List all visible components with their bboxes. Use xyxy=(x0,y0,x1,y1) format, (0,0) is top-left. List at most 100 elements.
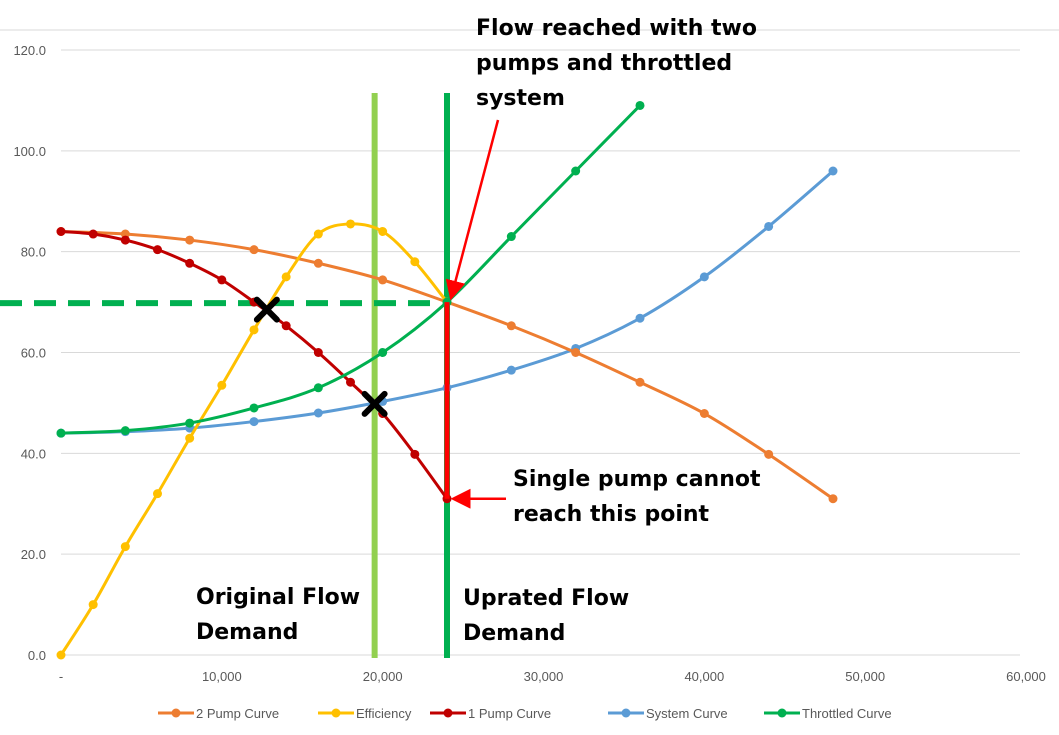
series-throttled-curve xyxy=(56,100,645,438)
data-point xyxy=(185,418,195,428)
data-point xyxy=(153,489,162,499)
data-point xyxy=(249,403,259,413)
data-point xyxy=(313,258,323,268)
legend-swatch-marker xyxy=(331,708,341,718)
annotation-original-flow: Original Flow Demand xyxy=(196,585,360,645)
arrow-flow-reached xyxy=(445,119,500,301)
data-point xyxy=(699,272,709,282)
series-efficiency xyxy=(56,219,452,660)
legend-item-1-pump-curve: 1 Pump Curve xyxy=(430,706,551,721)
x-tick-label: 30,000 xyxy=(524,669,564,684)
data-point xyxy=(120,542,130,552)
legend-swatch-marker xyxy=(443,708,453,718)
data-point xyxy=(635,100,645,110)
y-tick-label: 60.0 xyxy=(21,346,46,361)
legend-label: Efficiency xyxy=(356,706,412,721)
data-point xyxy=(764,221,774,231)
x-tick-label: 50,000 xyxy=(845,669,885,684)
data-point xyxy=(635,377,645,387)
data-point xyxy=(249,417,259,427)
legend-item-2-pump-curve: 2 Pump Curve xyxy=(158,706,279,721)
x-tick-label: 60,000 xyxy=(1006,669,1046,684)
data-point xyxy=(571,348,581,357)
annotation-flow-reached-line-2: pumps and throttled xyxy=(476,51,732,76)
x-tick-label: 10,000 xyxy=(202,669,242,684)
data-point xyxy=(828,494,838,504)
legend-item-system-curve: System Curve xyxy=(608,706,728,721)
annotation-flow-reached: Flow reached with two pumps and throttle… xyxy=(476,16,757,111)
data-point xyxy=(506,232,516,242)
x-axis-tick-labels: - 10,000 20,000 30,000 40,000 50,000 60,000 xyxy=(59,669,1046,684)
series-line xyxy=(60,230,449,500)
y-tick-label: 40.0 xyxy=(21,446,46,461)
data-point xyxy=(120,235,130,245)
data-point xyxy=(281,321,291,331)
data-point xyxy=(56,227,66,236)
x-tick-label: 40,000 xyxy=(684,669,724,684)
data-point xyxy=(88,600,98,610)
y-tick-label: 120.0 xyxy=(13,43,46,58)
series-line xyxy=(60,104,642,435)
data-point xyxy=(56,650,66,660)
annotation-uprated-flow-line-1: Uprated Flow xyxy=(463,586,629,611)
y-tick-label: 20.0 xyxy=(21,547,46,562)
grid-lines xyxy=(61,49,1020,656)
data-point xyxy=(378,275,388,285)
x-tick-label: 20,000 xyxy=(363,669,403,684)
data-point xyxy=(185,433,195,443)
legend-label: Throttled Curve xyxy=(802,706,892,721)
data-point xyxy=(217,275,227,285)
y-tick-label: 0.0 xyxy=(28,648,46,663)
data-point xyxy=(571,166,581,176)
annotation-arrows xyxy=(445,119,506,509)
data-point xyxy=(313,229,323,239)
legend-label: System Curve xyxy=(646,706,728,721)
y-tick-label: 80.0 xyxy=(21,245,46,260)
data-point xyxy=(281,272,291,282)
legend-swatch-marker xyxy=(777,708,787,718)
data-point xyxy=(410,449,420,459)
data-point xyxy=(249,325,259,335)
data-point xyxy=(378,227,388,236)
legend-swatch-marker xyxy=(171,708,181,718)
legend: 2 Pump Curve Efficiency 1 Pump Curve System… xyxy=(158,706,892,721)
legend-item-throttled-curve: Throttled Curve xyxy=(764,706,892,721)
data-point xyxy=(217,380,227,390)
x-tick-label: - xyxy=(59,669,63,684)
annotation-uprated-flow-line-2: Demand xyxy=(463,621,565,646)
data-point xyxy=(88,229,98,239)
data-point xyxy=(699,409,709,419)
data-point xyxy=(635,313,645,323)
legend-label: 1 Pump Curve xyxy=(468,706,551,721)
legend-label: 2 Pump Curve xyxy=(196,706,279,721)
data-point xyxy=(346,219,355,229)
data-point xyxy=(120,426,130,436)
annotation-original-flow-line-2: Demand xyxy=(196,620,298,645)
data-point xyxy=(410,257,420,267)
annotation-single-pump-line-2: reach this point xyxy=(513,502,710,527)
x-marker-stroke xyxy=(253,296,280,323)
intersection-markers xyxy=(253,296,388,417)
annotation-single-pump-line-1: Single pump cannot xyxy=(513,467,761,492)
data-point xyxy=(185,258,195,268)
annotation-original-flow-line-1: Original Flow xyxy=(196,585,360,610)
annotation-flow-reached-line-1: Flow reached with two xyxy=(476,16,757,41)
annotation-uprated-flow: Uprated Flow Demand xyxy=(463,586,629,646)
intersection-x-marker xyxy=(361,390,388,417)
data-point xyxy=(153,245,162,255)
data-point xyxy=(346,377,355,387)
data-point xyxy=(378,348,388,357)
data-point xyxy=(506,321,516,331)
y-tick-label: 100.0 xyxy=(13,144,46,159)
legend-swatch-marker xyxy=(621,708,631,718)
x-marker-stroke xyxy=(361,390,388,417)
annotation-single-pump: Single pump cannot reach this point xyxy=(513,467,761,527)
annotation-flow-reached-line-3: system xyxy=(476,86,565,111)
data-point xyxy=(185,235,195,245)
data-point xyxy=(764,449,774,459)
reference-lines xyxy=(0,93,450,658)
data-point xyxy=(249,245,259,255)
data-point xyxy=(313,408,323,418)
data-point xyxy=(313,348,323,357)
